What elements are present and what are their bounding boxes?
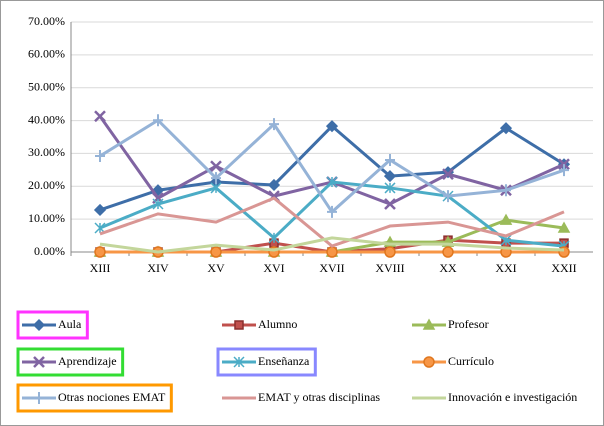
marker [210,246,222,258]
x-tick-label: XVII [319,261,344,275]
series-line [99,196,565,248]
legend-highlight [216,347,317,377]
marker [210,182,222,194]
x-tick-label: XXI [495,261,516,275]
legend-label: Aprendizaje [58,354,117,368]
marker [499,213,513,225]
marker [234,320,244,330]
legend-label: Profesor [448,317,489,331]
x-tick-label: XXII [551,261,576,275]
y-tick-label: 0.00% [34,244,65,258]
marker [233,356,245,368]
marker [499,122,513,135]
legend-label: Currículo [448,354,494,368]
x-tick-label: XV [207,261,225,275]
marker [384,182,396,194]
series-line [99,236,565,254]
marker [384,198,396,210]
marker [267,178,281,192]
y-tick-label: 30.00% [28,145,65,159]
marker [151,184,165,197]
marker [34,392,44,404]
legend-label: Alumno [258,317,297,331]
legend-label: Otras nociones EMAT [58,390,166,404]
marker [93,203,107,217]
marker [152,198,164,210]
y-tick-label: 10.00% [28,211,65,225]
marker [443,190,453,203]
marker [442,246,454,258]
marker [325,120,339,133]
x-tick-label: XIII [90,261,111,275]
x-tick-label: XVIII [375,261,404,275]
marker [211,172,221,185]
marker [423,356,435,368]
marker [326,176,338,188]
y-tick-label: 40.00% [28,112,65,126]
marker [327,205,337,218]
legend-label: EMAT y otras disciplinas [258,390,380,404]
marker [385,154,395,166]
y-tick-label: 20.00% [28,178,65,192]
marker [268,232,280,244]
marker [326,246,338,258]
marker [153,114,163,127]
marker [383,170,397,183]
y-tick-label: 60.00% [28,47,65,61]
marker [33,356,45,368]
legend-label: Innovación e investigación [448,390,577,404]
marker [210,160,222,173]
marker [384,246,396,258]
marker [32,318,46,332]
marker [94,246,106,258]
legend-label: Enseñanza [258,354,310,368]
marker [95,150,105,163]
legend-highlight [16,347,125,377]
x-tick-label: XX [439,261,457,275]
marker [422,318,436,330]
x-tick-label: XVI [263,261,284,275]
x-tick-label: XIV [147,261,169,275]
marker [269,118,279,131]
marker [501,184,511,197]
y-tick-label: 50.00% [28,79,65,93]
legend-label: Aula [58,317,82,331]
y-tick-label: 70.00% [28,14,65,28]
legend-highlight [16,383,173,413]
marker [559,164,569,177]
legend-highlight [16,310,89,340]
marker [557,221,571,233]
marker [94,110,106,123]
marker [442,168,454,181]
